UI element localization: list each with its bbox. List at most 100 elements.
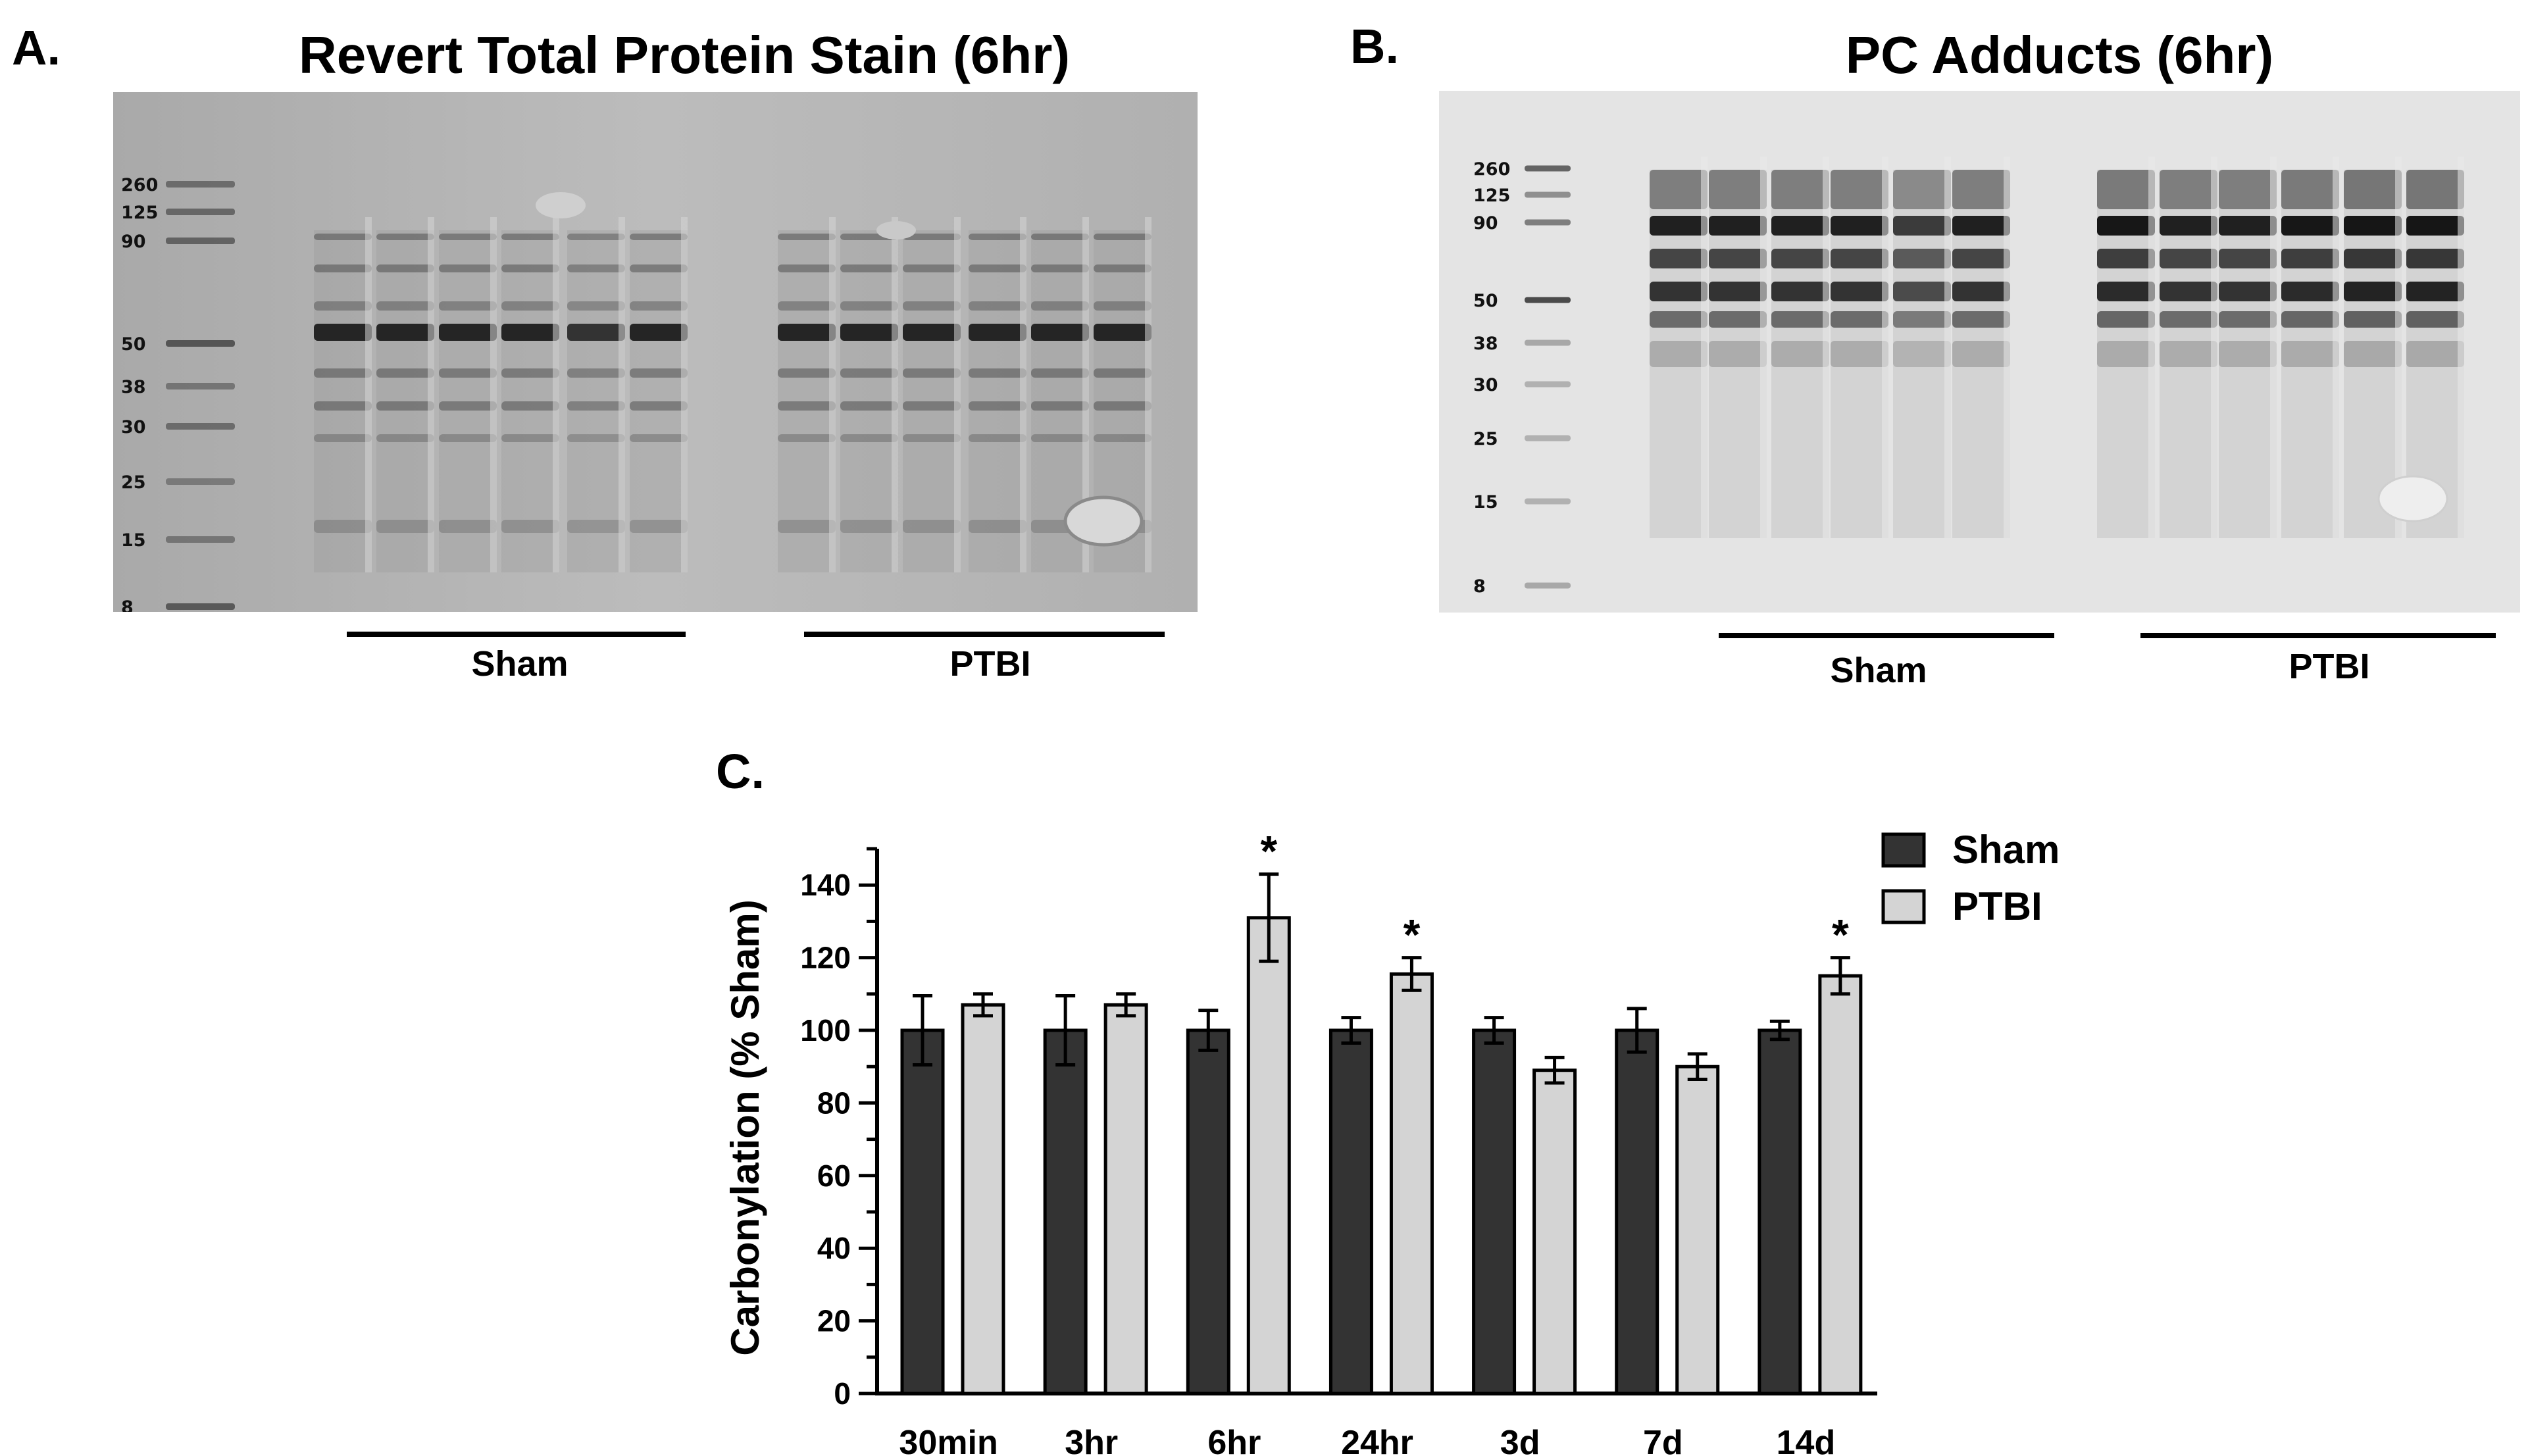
panel-c-letter: C. bbox=[716, 744, 765, 799]
ladder-label: 8 bbox=[1473, 576, 1486, 597]
blot-lane bbox=[778, 217, 836, 572]
ladder-band bbox=[166, 181, 235, 188]
ladder-label: 30 bbox=[121, 417, 146, 438]
blot-lane bbox=[1650, 157, 1708, 538]
bar-ptbi-14d bbox=[1818, 974, 1863, 1395]
ladder-label: 15 bbox=[1473, 492, 1498, 513]
y-tick-label: 0 bbox=[834, 1376, 851, 1411]
ladder-band bbox=[166, 383, 235, 389]
blot-lane bbox=[969, 217, 1026, 572]
ladder-band bbox=[1525, 498, 1571, 505]
blot-lane bbox=[2281, 157, 2339, 538]
panel-a-sham-bar bbox=[347, 632, 686, 637]
ladder-band bbox=[166, 209, 235, 215]
legend-label: PTBI bbox=[1952, 884, 2042, 928]
error-bar bbox=[1830, 956, 1850, 996]
legend-label: Sham bbox=[1952, 828, 2060, 872]
ladder-label: 260 bbox=[121, 175, 158, 195]
blot-lane bbox=[501, 217, 559, 572]
y-tick-label: 80 bbox=[817, 1086, 851, 1120]
error-bar bbox=[1769, 1019, 1790, 1042]
bar-ptbi-3hr bbox=[1103, 1003, 1148, 1395]
legend-entry-sham: Sham bbox=[1881, 828, 2060, 872]
significance-star: * bbox=[1832, 911, 1849, 959]
blot-lane bbox=[903, 217, 961, 572]
blot-lane bbox=[1831, 157, 1888, 538]
y-tick-label: 60 bbox=[817, 1159, 851, 1193]
significance-star: * bbox=[1260, 827, 1277, 876]
panel-a-ptbi-bar bbox=[804, 632, 1165, 637]
y-axis-label: Carbonylation (% Sham) bbox=[723, 899, 767, 1355]
error-bar bbox=[973, 992, 993, 1018]
blot-lane bbox=[2344, 157, 2402, 538]
blot-lane bbox=[840, 217, 898, 572]
ladder-band bbox=[166, 478, 235, 485]
bar-ptbi-7d bbox=[1675, 1065, 1720, 1395]
y-tick-label: 140 bbox=[800, 868, 851, 902]
blot-lane bbox=[1771, 157, 1829, 538]
ladder-band bbox=[166, 238, 235, 244]
ladder-label: 50 bbox=[121, 334, 146, 355]
significance-star: * bbox=[1404, 911, 1421, 959]
ladder-band bbox=[1525, 165, 1571, 172]
blot-lane bbox=[1893, 157, 1951, 538]
x-tick-label: 24hr bbox=[1341, 1424, 1413, 1456]
error-bar bbox=[1198, 1009, 1219, 1052]
bar-sham-30min bbox=[900, 1028, 945, 1395]
error-bar bbox=[1116, 992, 1136, 1018]
x-tick-label: 14d bbox=[1777, 1424, 1836, 1456]
error-bar bbox=[1484, 1016, 1504, 1045]
y-tick-label: 20 bbox=[817, 1304, 851, 1338]
ladder-label: 38 bbox=[121, 377, 146, 397]
ladder-label: 25 bbox=[1473, 429, 1498, 449]
pc-adducts-blot-svg: 260 125 90 50 38 30 25 15 8 bbox=[1439, 91, 2520, 613]
error-bar bbox=[1544, 1055, 1565, 1085]
blot-lane bbox=[2097, 157, 2155, 538]
ladder-label: 125 bbox=[1473, 186, 1510, 206]
ladder-label: 15 bbox=[121, 530, 146, 551]
error-bar bbox=[1687, 1052, 1708, 1082]
panel-a-letter: A. bbox=[12, 20, 61, 75]
bar-sham-3d bbox=[1472, 1028, 1517, 1395]
ladder-band bbox=[1525, 219, 1571, 226]
panel-b-ptbi-label: PTBI bbox=[2289, 647, 2370, 686]
panel-b-title: PC Adducts (6hr) bbox=[1845, 26, 2274, 84]
x-tick-label: 3d bbox=[1500, 1424, 1540, 1456]
ladder-band bbox=[166, 603, 235, 610]
bar-ptbi-6hr bbox=[1246, 916, 1291, 1395]
bar-ptbi-30min bbox=[961, 1003, 1005, 1395]
ladder-band bbox=[1525, 339, 1571, 346]
blot-lane bbox=[2219, 157, 2277, 538]
y-tick-label: 120 bbox=[800, 941, 851, 975]
panel-a-sham-label: Sham bbox=[471, 644, 569, 684]
panel-a-ptbi-label: PTBI bbox=[949, 644, 1031, 684]
ladder-label: 25 bbox=[121, 472, 146, 493]
blot-lane bbox=[439, 217, 497, 572]
bar-ptbi-3d bbox=[1532, 1068, 1577, 1395]
ladder-band bbox=[1525, 582, 1571, 589]
error-bar bbox=[913, 994, 932, 1067]
bar-sham-3hr bbox=[1043, 1028, 1088, 1395]
blot-lane bbox=[1709, 157, 1767, 538]
panel-b-sham-label: Sham bbox=[1830, 651, 1927, 690]
ladder-band bbox=[166, 340, 235, 347]
x-tick-label: 30min bbox=[899, 1424, 998, 1456]
bar-ptbi-24hr bbox=[1389, 972, 1434, 1395]
bar-sham-6hr bbox=[1186, 1028, 1230, 1395]
ladder-band bbox=[166, 536, 235, 543]
ladder-label: 30 bbox=[1473, 375, 1498, 395]
ladder-band bbox=[1525, 191, 1571, 198]
blot-lane bbox=[1952, 157, 2010, 538]
ladder-label: 8 bbox=[121, 597, 134, 612]
panel-a-title: Revert Total Protein Stain (6hr) bbox=[298, 26, 1071, 84]
ladder-band bbox=[1525, 435, 1571, 441]
x-tick-label: 3hr bbox=[1065, 1424, 1118, 1456]
total-protein-blot-svg: 260 125 90 50 38 30 25 15 8 bbox=[113, 92, 1198, 612]
ladder-band bbox=[1525, 381, 1571, 388]
ladder-band bbox=[1525, 297, 1571, 303]
blot-lane bbox=[2160, 157, 2217, 538]
error-bar bbox=[1402, 956, 1422, 992]
blot-lane bbox=[630, 217, 688, 572]
error-bar bbox=[1341, 1016, 1361, 1045]
